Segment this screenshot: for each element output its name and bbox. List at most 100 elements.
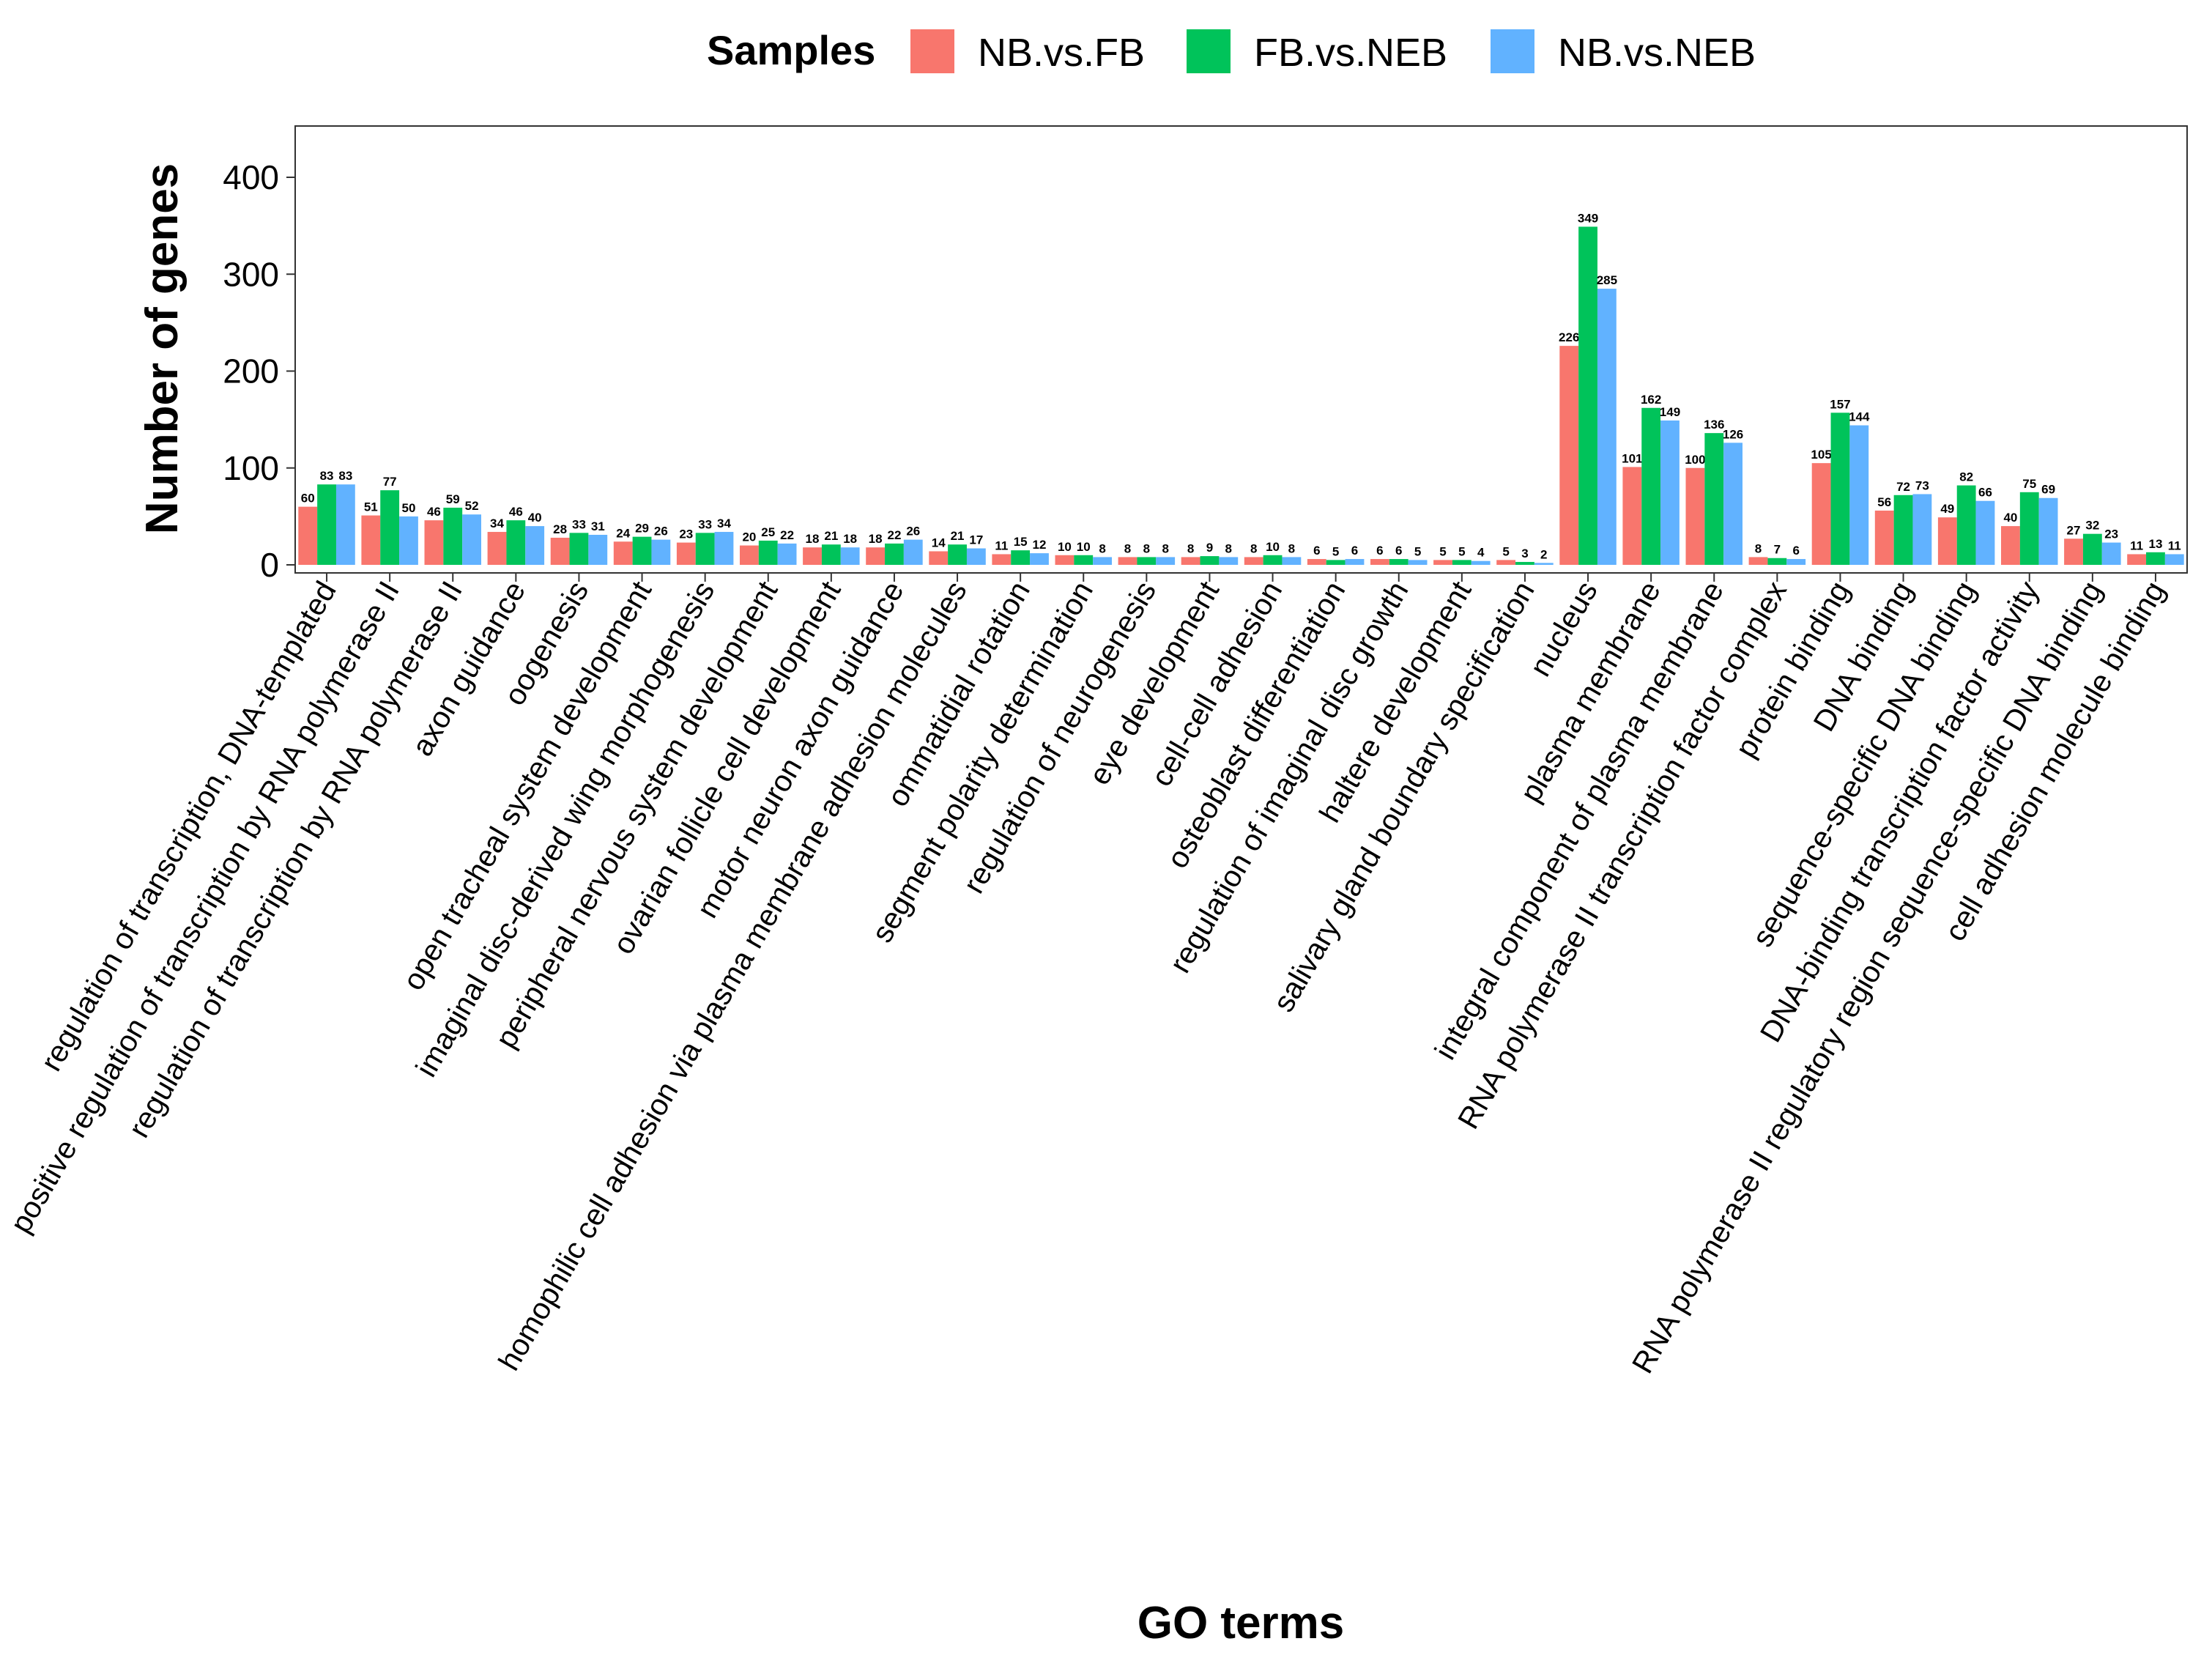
y-tick-label: 100 [223,449,279,487]
legend-label-NB.vs.NEB: NB.vs.NEB [1558,31,1756,75]
data-label: 59 [446,492,460,506]
bar [1723,443,1742,565]
bar [1830,412,1850,565]
data-label: 49 [1940,502,1954,516]
bar [1137,557,1157,565]
bar [1433,560,1452,565]
bar [2001,526,2020,565]
bar [335,484,355,565]
bar [1559,346,1579,565]
data-label: 8 [1250,541,1257,555]
data-label: 8 [1755,541,1762,555]
data-label: 26 [654,525,668,538]
data-label: 12 [1033,538,1047,552]
data-label: 34 [717,517,731,530]
bar [1534,563,1554,565]
bar [1786,559,1806,565]
data-label: 34 [490,517,504,530]
data-label: 82 [1959,470,1973,484]
data-label: 5 [1414,544,1421,558]
legend-title: Samples [707,27,875,73]
data-label: 10 [1266,540,1280,554]
data-label: 56 [1877,495,1891,509]
bar [2146,552,2165,565]
bar [840,547,860,565]
data-label: 22 [887,528,901,542]
data-label: 5 [1502,544,1509,558]
data-label: 26 [906,525,920,538]
bar [424,520,444,565]
data-label: 31 [591,519,605,533]
data-label: 24 [616,526,630,540]
data-label: 75 [2022,477,2036,491]
data-label: 9 [1206,541,1213,555]
bar [1471,560,1491,565]
data-label: 40 [2003,511,2017,525]
bar [525,526,545,565]
data-label: 14 [932,536,946,549]
bar [2101,542,2121,565]
bar [2038,497,2058,565]
bar [1219,557,1239,565]
data-label: 5 [1439,544,1446,558]
legend: Samples NB.vs.FB FB.vs.NEB NB.vs.NEB [707,27,1756,75]
bar [1578,226,1597,565]
data-label: 27 [2067,523,2081,537]
data-label: 8 [1187,541,1194,555]
data-label: 6 [1792,544,1799,558]
data-label: 162 [1641,393,1661,407]
bar [1118,557,1137,565]
bar [1200,556,1220,565]
data-label: 6 [1376,544,1383,558]
data-label: 144 [1849,410,1870,424]
data-label: 8 [1124,541,1131,555]
legend-label-NB.vs.FB: NB.vs.FB [978,31,1145,75]
y-tick-label: 400 [223,158,279,196]
bar [443,507,463,565]
y-tick-label: 300 [223,255,279,293]
bar [929,551,949,565]
bar [1307,559,1326,565]
data-label: 11 [2168,538,2181,552]
data-label: 11 [995,538,1008,552]
data-label: 21 [951,529,965,543]
data-label: 51 [364,500,378,514]
bar [1660,420,1680,565]
bar [550,537,570,565]
bar [2064,538,2083,565]
bar [740,545,759,565]
bar [1074,555,1094,565]
bar [1244,557,1263,565]
bar [1748,557,1768,565]
data-label: 126 [1723,427,1743,441]
data-label: 72 [1896,480,1910,494]
bar [298,506,318,565]
bar [361,515,381,565]
data-label: 8 [1288,541,1295,555]
data-label: 8 [1099,541,1105,555]
data-label: 101 [1622,451,1642,465]
data-label: 20 [742,530,756,544]
data-label: 21 [824,529,838,543]
plot-panel [294,125,2188,574]
bar [1030,553,1049,565]
bar [866,547,886,565]
data-label: 15 [1014,535,1028,549]
data-label: 83 [338,469,352,483]
bar [1011,550,1031,565]
bar [1345,559,1365,565]
bar [1937,517,1957,565]
bar [506,520,526,565]
data-label: 8 [1143,541,1150,555]
data-label: 157 [1830,397,1850,411]
data-label: 46 [427,505,441,519]
data-label: 25 [761,525,775,539]
bar [317,484,336,565]
data-label: 8 [1162,541,1168,555]
legend-key-FB.vs.NEB [1187,29,1231,73]
data-label: 77 [383,475,397,489]
legend-label-FB.vs.NEB: FB.vs.NEB [1254,31,1447,75]
data-label: 149 [1660,405,1680,419]
bar [2164,554,2184,565]
